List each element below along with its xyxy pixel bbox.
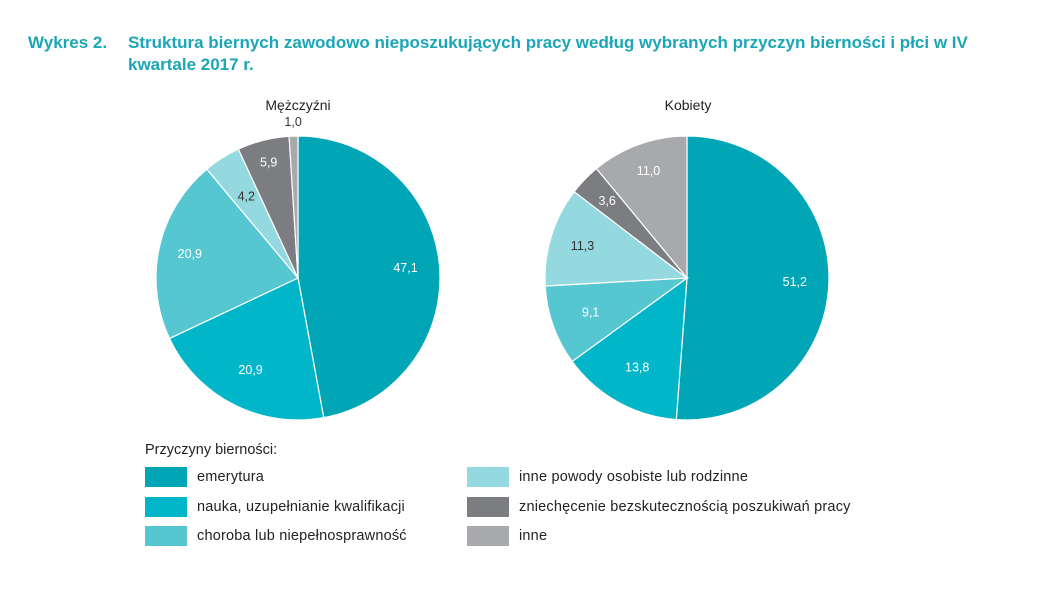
pie-kobiety: 51,2 13,8 9,1 11,3 3,6 11,0 [544, 135, 830, 421]
pie-slice-emerytura [675, 135, 830, 421]
pie-title-men: Mężczyźni [265, 97, 331, 113]
legend-item-choroba: choroba lub niepełnosprawność [145, 525, 407, 547]
data-label-choroba-lub-niepelnosprawnosc: 20,9 [178, 247, 202, 261]
legend-item-zniechecenie: zniechęcenie bezskutecznością poszukiwań… [467, 496, 851, 518]
legend-label: inne [519, 528, 548, 544]
pie-charts: 47,1 20,9 20,9 4,2 5,9 1,0 51,2 13,8 9,1 11,3 3,6 1… [155, 115, 830, 421]
data-label-inne-powody-osobiste-lub-rodzinne: 4,2 [238, 190, 255, 204]
data-label-choroba-lub-niepelnosprawnosc: 9,1 [582, 305, 599, 319]
data-label-inne-powody-osobiste-lub-rodzinne: 11,3 [571, 239, 594, 253]
data-label-emerytura: 51,2 [783, 275, 807, 289]
pie-slice-inne [595, 135, 688, 280]
data-label-zniechecenie-bezskutecznoscia-poszukiwan-pracy: 3,6 [599, 194, 616, 208]
legend-swatch [467, 526, 509, 546]
figure-number: Wykres 2. [28, 33, 108, 52]
legend-item-nauka: nauka, uzupełnianie kwalifikacji [145, 496, 405, 518]
legend-swatch [467, 467, 509, 487]
data-label-nauka-uzupelnianie-kwalifikacji: 20,9 [238, 363, 262, 377]
pie-slice-inne-powody-osobiste-lub-rodzinne [544, 190, 689, 287]
data-label-zniechecenie-bezskutecznoscia-poszukiwan-pracy: 5,9 [260, 155, 277, 169]
legend-label: emerytura [197, 469, 265, 485]
legend-label: zniechęcenie bezskutecznością poszukiwań… [519, 499, 851, 515]
legend-item-inne: inne [467, 525, 547, 547]
pie-mezczyzni: 47,1 20,9 20,9 4,2 5,9 1,0 [155, 115, 441, 421]
pie-slice-nauka-uzupelnianie-kwalifikacji [571, 276, 688, 421]
data-label-nauka-uzupelnianie-kwalifikacji: 13,8 [625, 360, 649, 374]
legend-swatch [145, 526, 187, 546]
legend-swatch [467, 497, 509, 517]
legend-heading: Przyczyny bierności: [145, 442, 278, 458]
legend-swatch [145, 467, 187, 487]
pie-slice-choroba-lub-niepelnosprawnosc [544, 277, 690, 363]
pie-slice-choroba-lub-niepelnosprawnosc [155, 168, 299, 340]
legend-item-emerytura: emerytura [145, 466, 264, 488]
legend-item-inne-powody: inne powody osobiste lub rodzinne [467, 466, 748, 488]
pie-slice-emerytura [297, 135, 441, 419]
legend-label: nauka, uzupełnianie kwalifikacji [197, 499, 405, 515]
legend-label: choroba lub niepełnosprawność [197, 528, 407, 544]
legend-swatch [145, 497, 187, 517]
legend-label: inne powody osobiste lub rodzinne [519, 469, 749, 485]
data-label-emerytura: 47,1 [393, 261, 417, 275]
pie-slice-nauka-uzupelnianie-kwalifikacji [168, 277, 325, 421]
data-label-inne: 11,0 [637, 164, 660, 178]
pie-title-women: Kobiety [664, 97, 712, 113]
pie-slice-inne [288, 135, 299, 279]
figure-title-text: Struktura biernych zawodowo nieposzukują… [128, 33, 968, 74]
data-label-inne: 1,0 [284, 115, 301, 129]
